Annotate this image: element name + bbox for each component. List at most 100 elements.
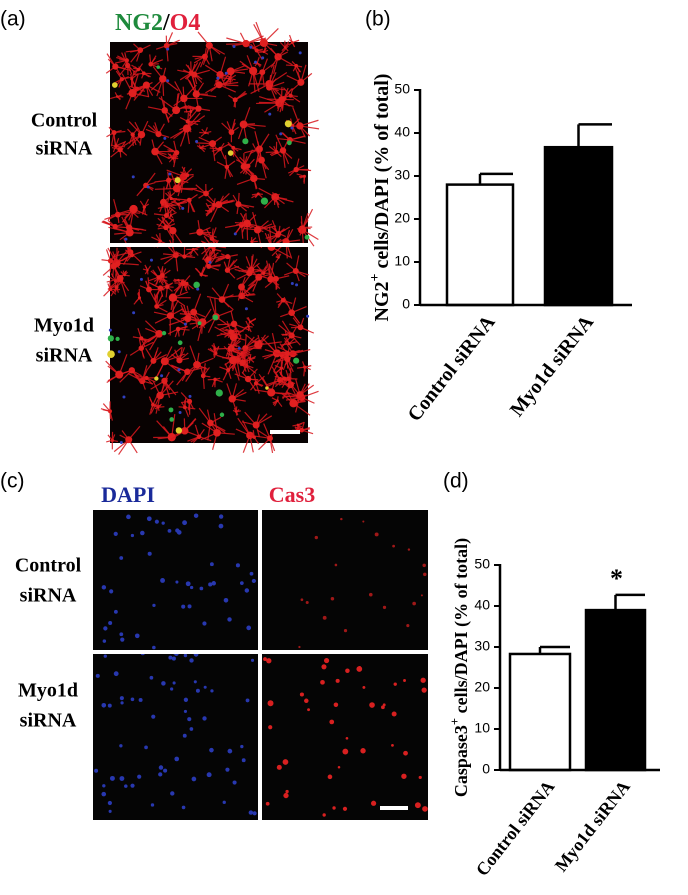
dapi-nucleus (130, 533, 135, 538)
nucleus (177, 368, 181, 372)
nucleus (166, 79, 170, 83)
row-label: Control (31, 110, 98, 132)
cell (247, 325, 250, 328)
cell (200, 373, 206, 379)
cell (275, 232, 281, 238)
cell (141, 71, 146, 76)
dapi-nucleus (185, 581, 191, 587)
cell (163, 212, 169, 218)
cas3-cell (337, 765, 341, 769)
x-tick-label: Control siRNA (472, 777, 559, 880)
cell (302, 174, 306, 178)
dapi-nucleus (199, 586, 204, 591)
cell (239, 359, 246, 366)
scale-bar (270, 430, 300, 434)
nucleus (290, 281, 294, 285)
cas3-cell (391, 711, 397, 717)
cell (172, 106, 181, 115)
cell (300, 225, 305, 230)
cell (266, 84, 273, 91)
dapi-nucleus (183, 697, 189, 702)
cell (290, 41, 294, 44)
cas3-cell (330, 596, 335, 601)
dapi-nucleus (171, 656, 176, 661)
cell (144, 375, 149, 381)
cell (238, 283, 245, 291)
cas3-cell (327, 774, 333, 780)
dapi-nucleus (222, 800, 226, 805)
cas3-cell (345, 736, 349, 740)
dapi-nucleus (152, 645, 156, 650)
dapi-nucleus (251, 578, 256, 584)
cas3-cell (266, 658, 272, 664)
cell (139, 336, 144, 341)
cell (229, 333, 238, 342)
cell (115, 370, 124, 379)
y-label-part: NG2 (371, 281, 393, 321)
dapi-nucleus (113, 609, 118, 614)
x-tick-label: Myo1d siRNA (506, 311, 599, 421)
cas3-cell (414, 802, 421, 809)
cell (165, 284, 170, 290)
cas3-cell (276, 764, 282, 770)
nucleus (244, 307, 248, 311)
cell (130, 132, 135, 137)
dapi-nucleus (202, 716, 207, 721)
cas3-cell (382, 605, 387, 610)
cell (182, 405, 187, 410)
nucleus (108, 328, 112, 332)
cas3-cell (285, 789, 289, 794)
cell (226, 368, 231, 373)
dapi-nucleus (134, 633, 140, 639)
cell (303, 365, 307, 369)
cell (253, 381, 259, 386)
nucleus (188, 394, 192, 398)
y-label-part: Caspase3 (451, 725, 471, 797)
dapi-nucleus (137, 774, 142, 779)
dapi-nucleus (225, 767, 230, 772)
dapi-nucleus (210, 689, 214, 693)
cell (296, 122, 304, 130)
stain-part: O4 (170, 10, 201, 36)
cell (155, 329, 163, 338)
dapi-nucleus (149, 675, 154, 680)
cas3-cell (369, 702, 375, 708)
ng2-cell (161, 330, 167, 336)
nucleus (298, 51, 302, 55)
dapi-nucleus (158, 765, 164, 770)
cell (142, 205, 146, 209)
cell (126, 224, 133, 231)
ng2-cell (242, 138, 249, 145)
nucleus (232, 44, 236, 48)
cas3-cell (392, 544, 395, 548)
cas3-cell (322, 813, 326, 817)
cas3-cell (368, 592, 373, 597)
cell (272, 195, 277, 200)
cell (296, 391, 304, 399)
cas3-cell (314, 535, 319, 540)
cell (182, 124, 191, 133)
cell (159, 75, 167, 83)
panel-label: (b) (365, 8, 391, 31)
cas3-cell (422, 806, 428, 812)
y-label-part: cells/DAPI (% of total) (451, 538, 472, 718)
cas3-cell (418, 775, 422, 780)
dapi-nucleus (102, 639, 107, 643)
nucleus (181, 206, 185, 210)
row-label: siRNA (36, 345, 93, 367)
nucleus (237, 346, 241, 350)
cell (267, 388, 276, 397)
cell (180, 94, 188, 103)
cell (167, 432, 176, 442)
dapi-nucleus (94, 768, 99, 773)
cell (230, 320, 238, 328)
divider (93, 650, 428, 654)
cell (175, 326, 181, 332)
dapi-nucleus (232, 780, 237, 785)
ng2-cell (197, 321, 202, 326)
cas3-cell (307, 708, 311, 712)
cell (296, 423, 300, 427)
cell (193, 360, 201, 369)
cas3-cell (340, 517, 343, 521)
